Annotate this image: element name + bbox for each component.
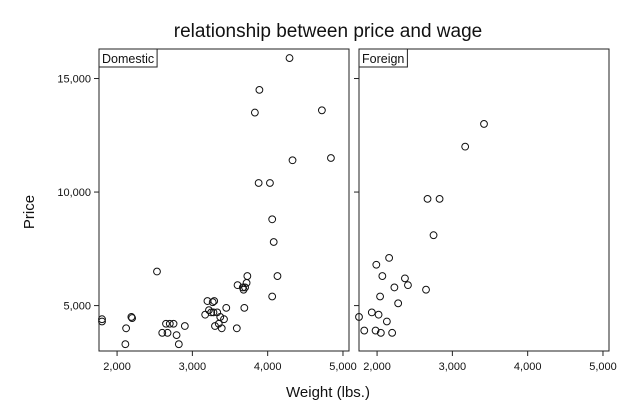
chart-title: relationship between price and wage: [174, 21, 482, 42]
data-point-foreign: [376, 328, 385, 337]
data-point-domestic: [210, 297, 219, 305]
panel-frame: [98, 48, 350, 352]
data-point-domestic: [266, 179, 274, 187]
data-point-domestic: [216, 313, 225, 321]
data-point-domestic: [180, 322, 189, 330]
data-point-foreign: [401, 274, 409, 283]
x-tick-label: 3,000: [179, 361, 207, 373]
data-point-domestic: [153, 267, 161, 276]
x-tick-label: 5,000: [589, 361, 617, 373]
x-tick-label: 3,000: [439, 361, 467, 373]
data-point-foreign: [371, 326, 380, 335]
data-point-domestic: [250, 108, 259, 117]
data-point-foreign: [385, 254, 394, 262]
data-point-domestic: [268, 292, 277, 301]
panel-label-domestic: Domestic: [102, 52, 154, 66]
data-point-domestic: [209, 308, 218, 317]
data-point-domestic: [232, 324, 241, 333]
data-point-foreign: [372, 260, 381, 269]
data-point-foreign: [404, 281, 412, 290]
y-tick-label: 10,000: [57, 187, 91, 199]
data-point-foreign: [360, 326, 369, 335]
data-point-domestic: [121, 340, 130, 349]
panel-foreign: Foreign 2,000 3,000 4,000 5,000: [354, 48, 617, 373]
x-tick-label: 4,000: [514, 361, 542, 373]
data-point-domestic: [222, 303, 231, 312]
panel-label-box: [358, 48, 408, 68]
data-point-domestic: [273, 272, 282, 280]
panel-domestic: Domestic 2,000 3,000 4,000 5,000 5,000 10,000 1…: [57, 48, 357, 373]
panel-label-foreign: Foreign: [362, 52, 404, 66]
data-point-foreign: [461, 142, 470, 151]
data-point-domestic: [211, 322, 219, 330]
data-point-domestic: [205, 306, 213, 315]
data-point-domestic: [254, 179, 263, 187]
data-point-foreign: [429, 231, 438, 240]
data-point-domestic: [242, 278, 251, 287]
data-point-foreign: [378, 272, 387, 280]
data-point-domestic: [128, 314, 137, 322]
panel-label-box: [98, 48, 158, 68]
data-point-foreign: [355, 313, 363, 321]
data-point-domestic: [127, 313, 136, 321]
data-point-domestic: [172, 331, 181, 340]
data-point-foreign: [367, 308, 376, 317]
x-tick-label: 4,000: [254, 361, 282, 373]
data-point-foreign: [480, 120, 488, 128]
data-point-domestic: [165, 319, 174, 328]
data-point-domestic: [243, 272, 252, 280]
data-point-domestic: [288, 156, 297, 165]
data-point-foreign: [390, 283, 399, 292]
data-point-domestic: [174, 340, 183, 349]
data-point-domestic: [285, 54, 294, 62]
data-point-domestic: [169, 319, 178, 328]
data-point-domestic: [122, 324, 131, 333]
data-point-domestic: [233, 281, 242, 290]
data-point-foreign: [382, 317, 391, 326]
data-point-domestic: [241, 283, 249, 292]
y-tick-label: 5,000: [63, 301, 91, 313]
data-point-foreign: [422, 285, 430, 294]
data-point-domestic: [98, 315, 106, 324]
data-point-domestic: [207, 308, 216, 317]
y-axis-label: Price: [21, 195, 38, 229]
x-tick-label: 2,000: [103, 361, 131, 373]
data-point-domestic: [163, 328, 172, 337]
panel-frame: [358, 48, 610, 352]
data-point-domestic: [158, 328, 167, 337]
data-point-domestic: [327, 154, 335, 162]
panels: Domestic 2,000 3,000 4,000 5,000 5,000 10,000 1…: [57, 48, 617, 373]
data-point-domestic: [162, 319, 170, 328]
data-point-domestic: [255, 85, 264, 94]
data-point-foreign: [423, 194, 432, 203]
data-point-foreign: [374, 310, 383, 319]
data-point-domestic: [240, 303, 249, 312]
data-point-foreign: [394, 299, 403, 308]
data-point-foreign: [388, 328, 397, 337]
data-point-foreign: [435, 194, 444, 203]
data-point-domestic: [239, 285, 248, 294]
data-point-foreign: [376, 292, 384, 301]
data-point-domestic: [268, 215, 277, 224]
x-axis-label: Weight (lbs.): [286, 384, 370, 401]
data-point-domestic: [208, 298, 217, 307]
data-point-domestic: [269, 238, 278, 246]
x-tick-label: 2,000: [363, 361, 391, 373]
data-point-domestic: [217, 324, 226, 333]
x-tick-label: 5,000: [329, 361, 357, 373]
data-point-domestic: [317, 106, 326, 115]
data-point-domestic: [220, 315, 228, 324]
y-tick-label: 15,000: [57, 74, 91, 86]
data-point-domestic: [98, 317, 106, 326]
